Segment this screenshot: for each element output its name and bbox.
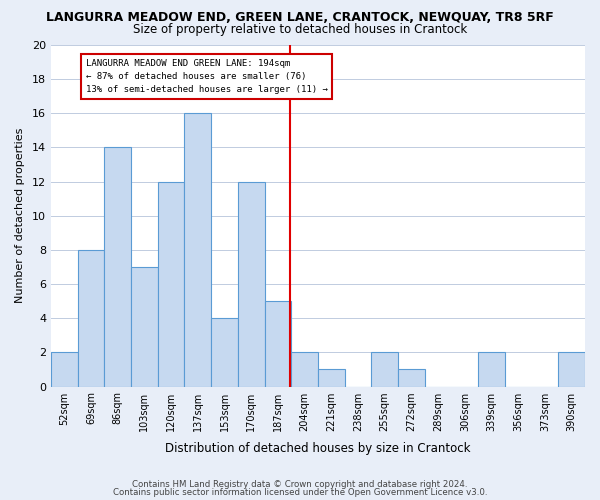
Bar (77, 250, 104, 386)
Y-axis label: Number of detached properties: Number of detached properties (15, 128, 25, 304)
Bar (265, 301, 291, 386)
Text: LANGURRA MEADOW END GREEN LANE: 194sqm
← 87% of detached houses are smaller (76): LANGURRA MEADOW END GREEN LANE: 194sqm ←… (86, 58, 328, 94)
Text: LANGURRA MEADOW END, GREEN LANE, CRANTOCK, NEWQUAY, TR8 5RF: LANGURRA MEADOW END, GREEN LANE, CRANTOC… (46, 11, 554, 24)
Bar (184, 114, 211, 386)
Text: Contains public sector information licensed under the Open Government Licence v3: Contains public sector information licen… (113, 488, 487, 497)
Bar (131, 267, 158, 386)
Bar (158, 182, 184, 386)
Bar (318, 370, 344, 386)
Bar (478, 352, 505, 386)
Bar (371, 352, 398, 386)
Bar (51, 352, 77, 386)
Bar (211, 318, 238, 386)
X-axis label: Distribution of detached houses by size in Crantock: Distribution of detached houses by size … (165, 442, 471, 455)
Text: Contains HM Land Registry data © Crown copyright and database right 2024.: Contains HM Land Registry data © Crown c… (132, 480, 468, 489)
Bar (291, 352, 318, 386)
Bar (398, 370, 425, 386)
Bar (238, 182, 265, 386)
Text: Size of property relative to detached houses in Crantock: Size of property relative to detached ho… (133, 22, 467, 36)
Bar (558, 352, 585, 386)
Bar (104, 148, 131, 386)
